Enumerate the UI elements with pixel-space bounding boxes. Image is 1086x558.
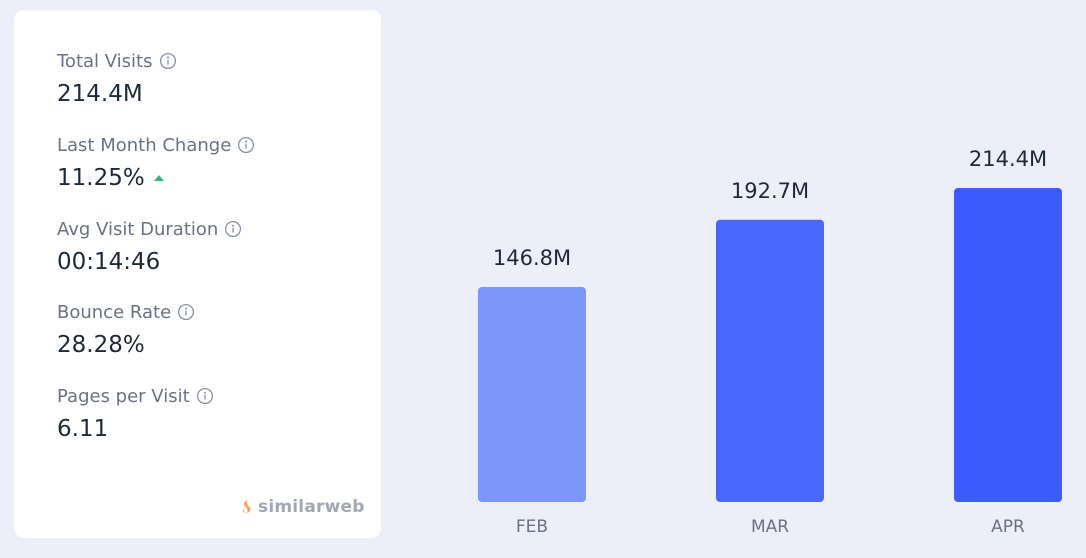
x-tick-label-apr: APR xyxy=(991,517,1025,537)
visits-bar-chart: 146.8M FEB 192.7M MAR 214.4M APR xyxy=(381,0,1086,558)
metric-value: 214.4M xyxy=(57,81,143,107)
data-label-feb: 146.8M xyxy=(493,246,571,270)
metric-value: 28.28% xyxy=(57,332,145,358)
stats-card: Total Visits 214.4M Last Month Change 11… xyxy=(14,10,381,538)
metric-label: Avg Visit Duration xyxy=(57,218,219,240)
info-icon[interactable] xyxy=(159,52,177,70)
bar-chart-svg: 146.8M FEB 192.7M MAR 214.4M APR xyxy=(478,147,1062,537)
metric-pages-per-visit: Pages per Visit 6.11 xyxy=(57,385,214,443)
brand-logo[interactable]: similarweb xyxy=(240,497,365,517)
metric-avg-visit-duration: Avg Visit Duration 00:14:46 xyxy=(57,218,242,276)
info-icon[interactable] xyxy=(177,303,195,321)
metric-label: Total Visits xyxy=(57,50,153,72)
bar-mar[interactable] xyxy=(716,219,824,503)
metric-label: Pages per Visit xyxy=(57,385,190,407)
metric-value: 00:14:46 xyxy=(57,249,161,275)
metric-last-month-change: Last Month Change 11.25% xyxy=(57,134,255,192)
brand-name: similarweb xyxy=(258,497,365,517)
info-icon[interactable] xyxy=(224,220,242,238)
bar-apr[interactable] xyxy=(954,188,1062,502)
x-tick-label-mar: MAR xyxy=(751,517,789,537)
triangle-up-icon xyxy=(153,175,164,181)
bar-feb[interactable] xyxy=(478,287,586,502)
metric-label: Bounce Rate xyxy=(57,301,172,323)
metric-total-visits: Total Visits 214.4M xyxy=(57,50,177,108)
data-label-mar: 192.7M xyxy=(731,179,809,203)
info-icon[interactable] xyxy=(237,136,255,154)
data-label-apr: 214.4M xyxy=(969,147,1047,171)
metric-value: 11.25% xyxy=(57,165,145,191)
metric-label: Last Month Change xyxy=(57,134,232,156)
similarweb-logo-icon xyxy=(242,500,251,514)
metric-value: 6.11 xyxy=(57,416,109,442)
x-tick-label-feb: FEB xyxy=(516,517,548,537)
metric-bounce-rate: Bounce Rate 28.28% xyxy=(57,301,195,359)
info-icon[interactable] xyxy=(196,387,214,405)
